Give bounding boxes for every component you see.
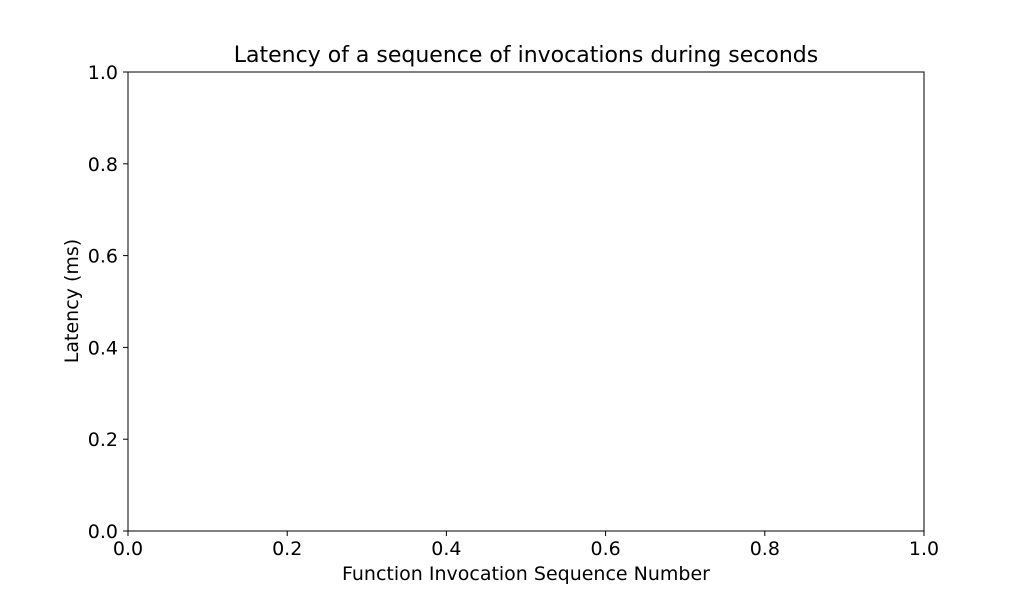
x-axis-label: Function Invocation Sequence Number xyxy=(342,563,710,585)
x-axis: 0.0 0.2 0.4 0.6 0.8 1.0 xyxy=(113,531,939,560)
y-axis-label: Latency (ms) xyxy=(61,239,83,363)
y-tick-label: 0.0 xyxy=(88,521,118,543)
x-tick-label: 0.6 xyxy=(590,538,620,560)
x-tick-label: 0.0 xyxy=(113,538,143,560)
x-tick-label: 0.4 xyxy=(431,538,461,560)
y-tick-label: 0.4 xyxy=(88,337,118,359)
chart-title: Latency of a sequence of invocations dur… xyxy=(234,43,818,68)
x-tick-label: 1.0 xyxy=(909,538,939,560)
plot-area xyxy=(127,71,925,532)
y-tick-label: 0.8 xyxy=(88,154,118,176)
y-tick-label: 1.0 xyxy=(88,62,118,84)
y-axis: 0.0 0.2 0.4 0.6 0.8 1.0 xyxy=(88,62,128,543)
axes-frame xyxy=(127,71,925,532)
y-tick-label: 0.6 xyxy=(88,246,118,268)
x-tick-label: 0.2 xyxy=(272,538,302,560)
y-tick-label: 0.2 xyxy=(88,429,118,451)
x-tick-label: 0.8 xyxy=(750,538,780,560)
